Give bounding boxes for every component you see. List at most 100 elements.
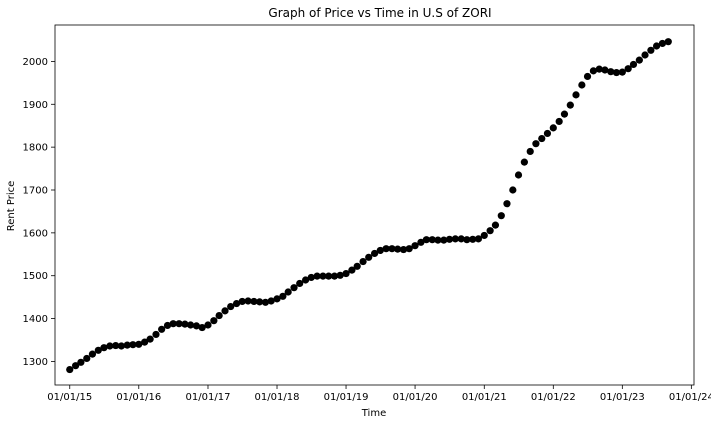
data-point <box>578 81 586 89</box>
data-point <box>336 271 344 279</box>
data-point <box>589 67 597 75</box>
data-point <box>342 269 350 278</box>
data-point <box>192 322 201 330</box>
data-point <box>66 365 74 374</box>
data-point <box>474 235 483 243</box>
data-point <box>296 279 304 288</box>
data-point <box>152 330 160 339</box>
data-point <box>388 245 396 253</box>
data-point <box>618 68 626 76</box>
data-point <box>503 200 511 208</box>
data-point <box>273 295 281 303</box>
data-point <box>94 346 102 354</box>
data-point <box>440 236 448 244</box>
y-tick-label: 1800 <box>23 143 48 154</box>
data-point <box>428 236 436 244</box>
data-point <box>514 171 523 179</box>
data-point <box>376 246 384 255</box>
data-point <box>232 299 241 308</box>
x-tick-label: 01/01/19 <box>324 392 369 403</box>
data-point <box>359 257 367 266</box>
data-point <box>181 320 189 328</box>
data-point <box>112 341 120 350</box>
y-tick-label: 2000 <box>23 57 48 68</box>
data-point <box>123 341 131 349</box>
data-point <box>549 124 557 132</box>
data-point <box>635 56 643 64</box>
x-tick-label: 01/01/24 <box>669 392 711 403</box>
data-point <box>463 236 471 244</box>
data-point <box>629 60 638 69</box>
data-point <box>664 38 672 46</box>
data-point <box>301 276 310 284</box>
data-point <box>141 338 149 346</box>
data-point <box>244 297 252 305</box>
data-point <box>158 325 166 333</box>
data-point <box>641 51 649 59</box>
data-point <box>595 65 603 73</box>
data-point <box>83 354 91 363</box>
data-point <box>566 101 574 109</box>
x-tick-label: 01/01/22 <box>531 392 576 403</box>
data-point <box>117 342 125 350</box>
data-point <box>175 320 183 328</box>
data-point <box>348 266 356 274</box>
data-point <box>543 129 552 138</box>
data-point <box>169 320 177 328</box>
data-point <box>417 238 425 246</box>
y-tick-label: 1900 <box>23 100 48 111</box>
chart-title: Graph of Price vs Time in U.S of ZORI <box>268 6 491 20</box>
y-axis-label: Rent Price <box>6 181 17 231</box>
data-point <box>100 344 108 352</box>
data-point <box>77 358 85 366</box>
data-point <box>319 272 327 280</box>
data-point <box>647 46 655 54</box>
y-tick-label: 1400 <box>23 314 48 325</box>
plot-area <box>54 24 695 386</box>
data-point <box>532 140 540 148</box>
x-tick-label: 01/01/23 <box>600 392 645 403</box>
data-point <box>88 350 97 358</box>
data-point <box>658 39 667 48</box>
data-point <box>497 212 505 220</box>
data-point <box>520 158 528 166</box>
data-point <box>411 242 419 250</box>
data-point <box>313 272 321 280</box>
data-point <box>469 235 477 243</box>
data-point <box>422 236 431 244</box>
data-point <box>560 110 569 118</box>
data-point <box>480 231 488 240</box>
data-point <box>267 297 275 305</box>
data-point <box>238 297 246 306</box>
y-axis: 1300 1400 1500 1600 1700 1800 1900 2000 <box>23 57 55 368</box>
data-point <box>198 323 206 332</box>
data-point <box>612 68 621 77</box>
data-point <box>607 68 615 76</box>
data-point <box>399 245 408 254</box>
data-point <box>451 235 459 243</box>
data-point <box>405 245 413 253</box>
data-point <box>227 302 235 311</box>
plot-frame <box>54 24 695 386</box>
y-tick-label: 1300 <box>23 357 48 368</box>
data-point <box>491 221 500 229</box>
data-point <box>382 245 390 253</box>
data-point <box>572 91 580 99</box>
data-point <box>555 117 563 126</box>
data-point <box>601 66 609 74</box>
data-point <box>221 307 229 315</box>
x-tick-label: 01/01/15 <box>47 392 92 403</box>
x-tick-label: 01/01/17 <box>186 392 231 403</box>
y-tick-label: 1600 <box>23 228 48 239</box>
data-point <box>215 311 223 320</box>
data-point <box>261 298 270 306</box>
data-point <box>325 272 333 280</box>
data-point <box>163 321 172 330</box>
data-point <box>583 72 592 81</box>
data-point <box>394 245 402 253</box>
data-point <box>186 321 195 329</box>
x-tick-label: 01/01/21 <box>462 392 507 403</box>
data-point <box>279 292 287 300</box>
data-point <box>256 298 264 306</box>
